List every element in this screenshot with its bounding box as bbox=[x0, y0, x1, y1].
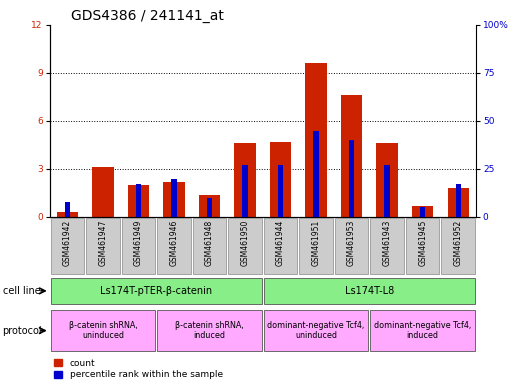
Text: dominant-negative Tcf4,
induced: dominant-negative Tcf4, induced bbox=[374, 321, 471, 340]
Bar bbox=[234, 143, 256, 217]
Text: β-catenin shRNA,
uninduced: β-catenin shRNA, uninduced bbox=[69, 321, 138, 340]
Text: GDS4386 / 241141_at: GDS4386 / 241141_at bbox=[71, 8, 224, 23]
Bar bbox=[384, 165, 390, 217]
Text: GSM461942: GSM461942 bbox=[63, 219, 72, 266]
Bar bbox=[456, 184, 461, 217]
Text: dominant-negative Tcf4,
uninduced: dominant-negative Tcf4, uninduced bbox=[267, 321, 365, 340]
Bar bbox=[65, 202, 70, 217]
FancyBboxPatch shape bbox=[441, 218, 475, 274]
Bar bbox=[448, 188, 469, 217]
Text: GSM461951: GSM461951 bbox=[312, 219, 321, 266]
Text: GSM461952: GSM461952 bbox=[453, 219, 463, 266]
Text: Ls174T-L8: Ls174T-L8 bbox=[345, 286, 394, 296]
FancyBboxPatch shape bbox=[51, 278, 262, 303]
Bar bbox=[420, 207, 425, 217]
Text: GSM461948: GSM461948 bbox=[205, 219, 214, 266]
Text: cell line: cell line bbox=[3, 286, 40, 296]
Bar bbox=[163, 182, 185, 217]
Bar bbox=[377, 143, 398, 217]
FancyBboxPatch shape bbox=[264, 218, 297, 274]
FancyBboxPatch shape bbox=[229, 218, 262, 274]
FancyBboxPatch shape bbox=[370, 218, 404, 274]
FancyBboxPatch shape bbox=[370, 310, 475, 351]
Bar bbox=[57, 212, 78, 217]
Bar bbox=[313, 131, 319, 217]
FancyBboxPatch shape bbox=[193, 218, 226, 274]
Bar bbox=[136, 184, 141, 217]
Text: GSM461945: GSM461945 bbox=[418, 219, 427, 266]
Bar bbox=[349, 140, 354, 217]
Bar bbox=[341, 95, 362, 217]
Bar bbox=[92, 167, 113, 217]
FancyBboxPatch shape bbox=[157, 218, 191, 274]
Bar bbox=[305, 63, 327, 217]
Bar bbox=[128, 185, 149, 217]
FancyBboxPatch shape bbox=[51, 310, 155, 351]
Text: GSM461944: GSM461944 bbox=[276, 219, 285, 266]
Text: GSM461950: GSM461950 bbox=[241, 219, 249, 266]
Bar bbox=[242, 165, 248, 217]
FancyBboxPatch shape bbox=[264, 310, 368, 351]
Bar bbox=[278, 165, 283, 217]
Text: GSM461947: GSM461947 bbox=[98, 219, 107, 266]
FancyBboxPatch shape bbox=[122, 218, 155, 274]
Bar bbox=[412, 206, 433, 217]
FancyBboxPatch shape bbox=[157, 310, 262, 351]
FancyBboxPatch shape bbox=[86, 218, 120, 274]
FancyBboxPatch shape bbox=[51, 218, 84, 274]
FancyBboxPatch shape bbox=[335, 218, 368, 274]
FancyBboxPatch shape bbox=[264, 278, 475, 303]
Text: GSM461943: GSM461943 bbox=[383, 219, 392, 266]
Bar bbox=[172, 179, 177, 217]
Bar bbox=[207, 198, 212, 217]
Text: GSM461953: GSM461953 bbox=[347, 219, 356, 266]
Text: GSM461949: GSM461949 bbox=[134, 219, 143, 266]
Legend: count, percentile rank within the sample: count, percentile rank within the sample bbox=[54, 359, 223, 379]
Bar bbox=[199, 195, 220, 217]
Text: GSM461946: GSM461946 bbox=[169, 219, 178, 266]
FancyBboxPatch shape bbox=[299, 218, 333, 274]
Text: β-catenin shRNA,
induced: β-catenin shRNA, induced bbox=[175, 321, 244, 340]
Bar bbox=[270, 142, 291, 217]
FancyBboxPatch shape bbox=[406, 218, 439, 274]
Text: Ls174T-pTER-β-catenin: Ls174T-pTER-β-catenin bbox=[100, 286, 212, 296]
Text: protocol: protocol bbox=[3, 326, 42, 336]
